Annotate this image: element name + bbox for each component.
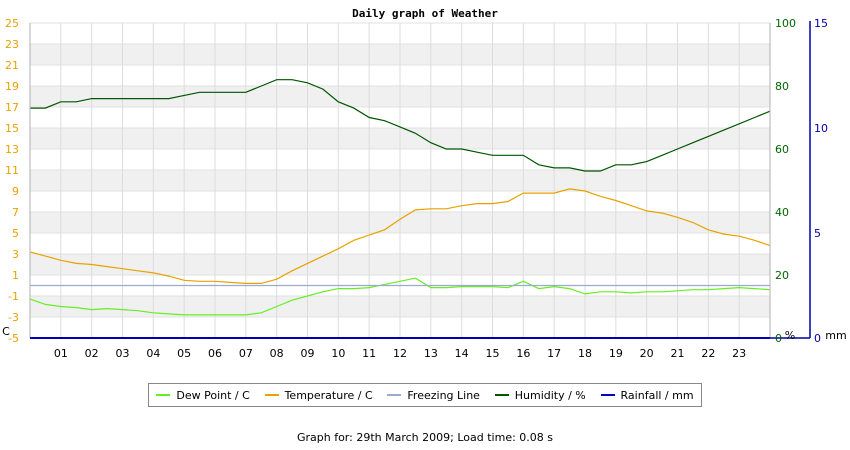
x-tick-label: 02 bbox=[85, 347, 99, 360]
humidity-tick-label: 40 bbox=[775, 206, 789, 219]
legend-item-rainfall-mm: Rainfall / mm bbox=[600, 388, 694, 402]
left-tick-label: 5 bbox=[12, 227, 19, 240]
left-tick-label: 9 bbox=[12, 185, 19, 198]
left-tick-label: 23 bbox=[5, 38, 19, 51]
series-temperature-c bbox=[29, 188, 771, 284]
humidity-tick-label: 80 bbox=[775, 80, 789, 93]
humidity-tick-label: 100 bbox=[775, 17, 796, 30]
legend-swatch bbox=[600, 394, 615, 396]
rainfall-tick-label: 10 bbox=[814, 122, 828, 135]
x-tick-label: 06 bbox=[208, 347, 222, 360]
legend-label: Temperature / C bbox=[284, 388, 373, 402]
left-tick-label: 21 bbox=[5, 59, 19, 72]
legend-item-humidity: Humidity / % bbox=[494, 388, 586, 402]
x-tick-label: 20 bbox=[640, 347, 654, 360]
x-tick-label: 10 bbox=[331, 347, 345, 360]
rainfall-tick-label: 0 bbox=[814, 332, 821, 345]
rainfall-axis-unit: mm bbox=[825, 329, 846, 342]
humidity-tick-label: 0 bbox=[775, 332, 782, 345]
legend-swatch bbox=[264, 394, 279, 396]
x-tick-label: 15 bbox=[486, 347, 500, 360]
legend-item-temperature-c: Temperature / C bbox=[264, 388, 373, 402]
left-tick-label: 19 bbox=[5, 80, 19, 93]
left-tick-label: 25 bbox=[5, 17, 19, 30]
left-axis-unit: C bbox=[2, 325, 10, 338]
x-tick-label: 03 bbox=[116, 347, 130, 360]
axes bbox=[29, 21, 811, 339]
left-tick-label: 13 bbox=[5, 143, 19, 156]
legend-label: Rainfall / mm bbox=[620, 388, 694, 402]
x-tick-label: 09 bbox=[301, 347, 315, 360]
legend: Dew Point / C Temperature / C Freezing Lin… bbox=[148, 383, 702, 407]
x-tick-label: 05 bbox=[177, 347, 191, 360]
x-tick-label: 01 bbox=[54, 347, 68, 360]
chart-title: Daily graph of Weather bbox=[352, 7, 498, 20]
x-axis-ticks: 01 02 03 04 05 06 07 08 09 10 11 12 13 14 15 16 17 18 19 20… bbox=[54, 347, 746, 360]
left-tick-label: 15 bbox=[5, 122, 19, 135]
footer-text: Graph for: 29th March 2009; Load time: 0… bbox=[296, 431, 554, 444]
x-tick-label: 07 bbox=[239, 347, 253, 360]
series-dew-point-c bbox=[29, 277, 771, 316]
humidity-tick-label: 20 bbox=[775, 269, 789, 282]
legend-swatch bbox=[494, 394, 509, 396]
x-tick-label: 08 bbox=[270, 347, 284, 360]
rainfall-tick-label: 5 bbox=[814, 227, 821, 240]
x-tick-label: 12 bbox=[393, 347, 407, 360]
legend-label: Dew Point / C bbox=[176, 388, 250, 402]
humidity-axis-ticks: 0 20 40 60 80 100 bbox=[775, 17, 796, 345]
left-tick-label: 17 bbox=[5, 101, 19, 114]
rainfall-tick-label: 15 bbox=[814, 17, 828, 30]
x-tick-label: 21 bbox=[671, 347, 685, 360]
left-tick-label: 7 bbox=[12, 206, 19, 219]
legend-label: Freezing Line bbox=[407, 388, 480, 402]
left-tick-label: -1 bbox=[8, 290, 19, 303]
legend-item-dew-point-c: Dew Point / C bbox=[156, 388, 250, 402]
x-tick-label: 19 bbox=[609, 347, 623, 360]
legend-label: Humidity / % bbox=[514, 388, 586, 402]
legend-swatch bbox=[156, 394, 171, 396]
humidity-tick-label: 60 bbox=[775, 143, 789, 156]
left-tick-label: 11 bbox=[5, 164, 19, 177]
x-tick-label: 04 bbox=[146, 347, 160, 360]
x-tick-label: 14 bbox=[455, 347, 469, 360]
left-tick-label: -5 bbox=[8, 332, 19, 345]
left-tick-label: -3 bbox=[8, 311, 19, 324]
series-humidity bbox=[30, 79, 771, 172]
humidity-axis-unit: % bbox=[785, 329, 795, 342]
x-tick-label: 17 bbox=[547, 347, 561, 360]
rainfall-axis-ticks: 0 5 10 15 bbox=[814, 17, 828, 345]
x-tick-label: 22 bbox=[701, 347, 715, 360]
left-tick-label: 3 bbox=[12, 248, 19, 261]
left-tick-label: 1 bbox=[12, 269, 19, 282]
x-tick-label: 18 bbox=[578, 347, 592, 360]
x-tick-label: 13 bbox=[424, 347, 438, 360]
x-tick-label: 16 bbox=[516, 347, 530, 360]
x-tick-label: 11 bbox=[362, 347, 376, 360]
legend-swatch bbox=[387, 394, 402, 396]
x-tick-label: 23 bbox=[732, 347, 746, 360]
legend-item-freezing-line: Freezing Line bbox=[387, 389, 480, 402]
